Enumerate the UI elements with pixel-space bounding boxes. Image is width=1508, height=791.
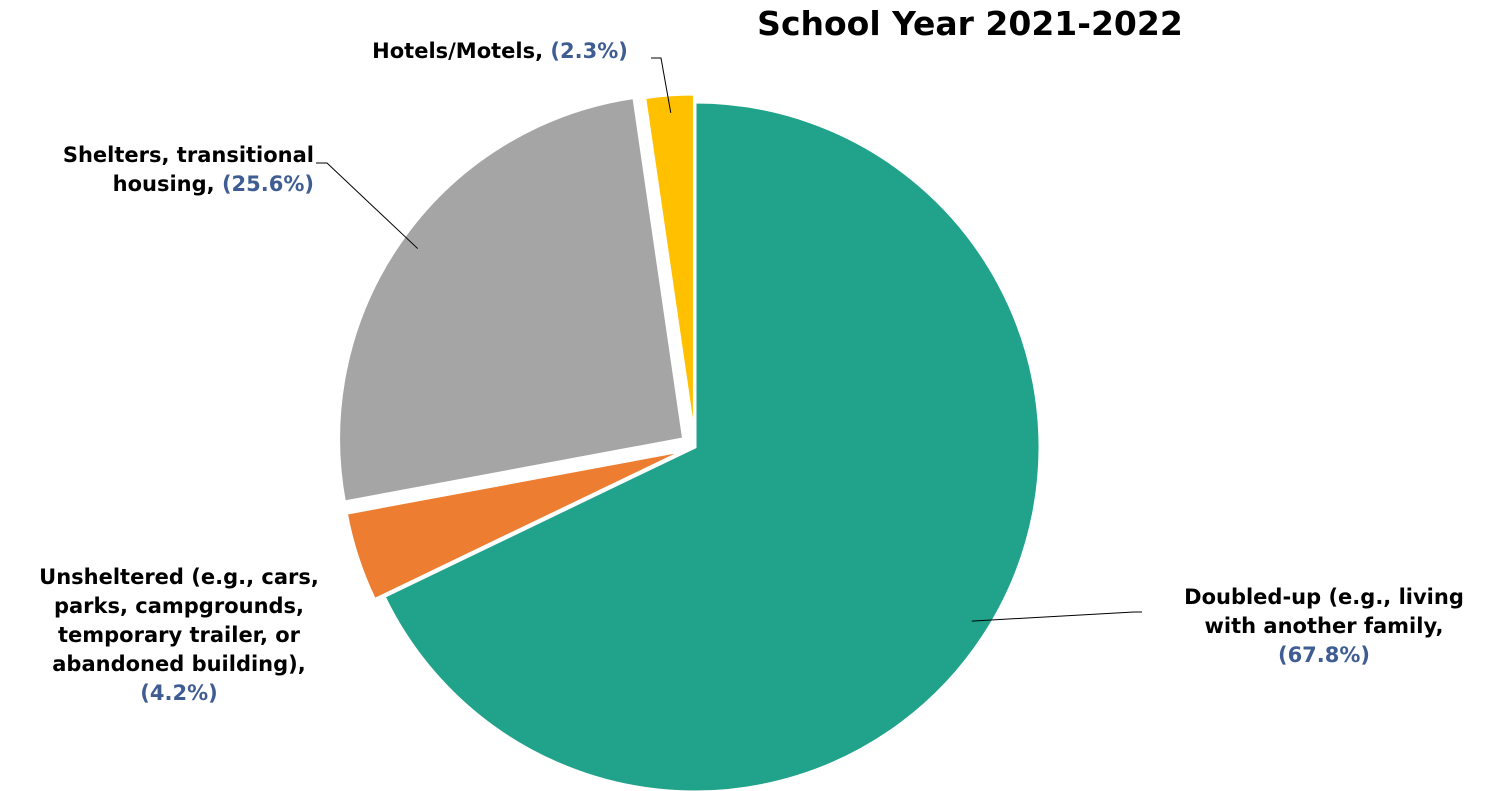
label-shelters-line-2: housing,	[112, 172, 215, 196]
leader-line-doubled-up	[971, 611, 1142, 622]
pie-slice-hotels	[642, 92, 696, 440]
label-unsheltered: Unsheltered (e.g., cars, parks, campgrou…	[0, 563, 358, 708]
label-unsheltered-line-1: Unsheltered (e.g., cars,	[39, 565, 319, 589]
pie-slice-unsheltered	[344, 448, 687, 602]
label-doubled-up-line-2: with another family,	[1204, 614, 1444, 638]
label-unsheltered-line-3: temporary trailer, or	[57, 623, 301, 647]
chart-title: School Year 2021-2022	[757, 4, 1183, 43]
label-doubled-up-line-1: Doubled-up (e.g., living	[1184, 585, 1464, 609]
label-shelters: Shelters, transitional housing, (25.6%)	[0, 141, 314, 199]
label-hotels-percent: (2.3%)	[550, 39, 628, 63]
leader-line-hotels	[651, 57, 672, 113]
label-doubled-up: Doubled-up (e.g., living with another fa…	[1140, 583, 1508, 670]
leader-line-shelters	[316, 162, 419, 249]
label-shelters-line-1: Shelters, transitional	[62, 143, 314, 167]
label-doubled-up-percent: (67.8%)	[1277, 643, 1371, 667]
label-hotels: Hotels/Motels, (2.3%)	[335, 37, 665, 66]
pie-slice-doubled-up	[382, 100, 1042, 791]
label-unsheltered-percent: (4.2%)	[140, 681, 218, 705]
label-shelters-percent: (25.6%)	[221, 172, 314, 196]
label-unsheltered-line-2: parks, campgrounds,	[53, 594, 305, 618]
label-hotels-text: Hotels/Motels,	[372, 39, 544, 63]
label-unsheltered-line-4: abandoned building),	[52, 652, 306, 676]
pie-slice-shelters	[337, 95, 686, 504]
